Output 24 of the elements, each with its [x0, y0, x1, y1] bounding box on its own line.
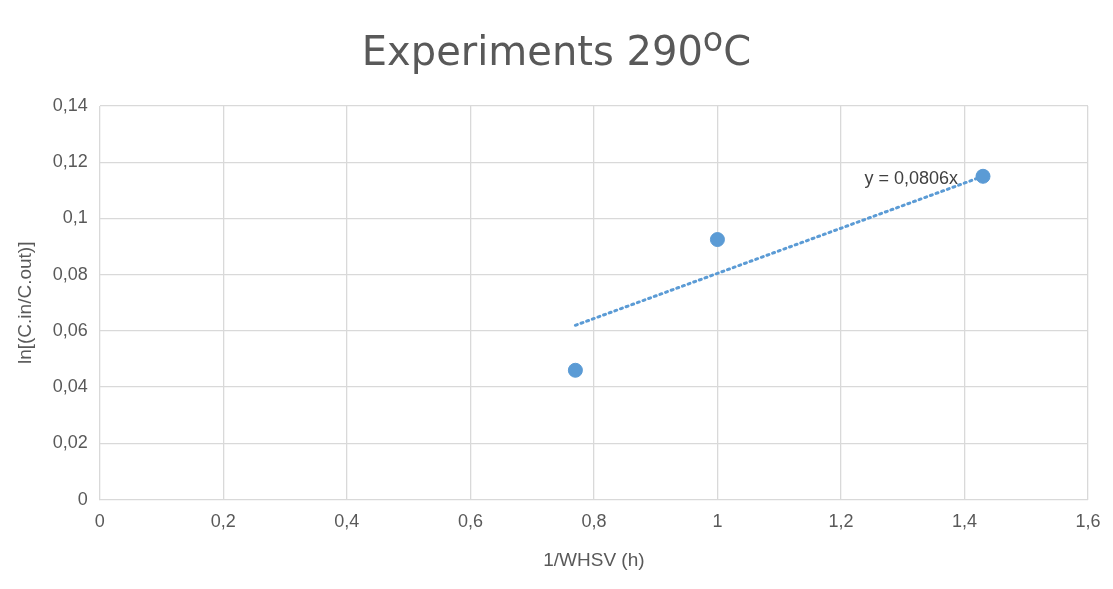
y-tick-label: 0,08 — [52, 263, 88, 284]
point — [975, 168, 991, 184]
x-tick-label: 1,4 — [951, 511, 977, 532]
y-tick-label: 0,06 — [52, 319, 88, 340]
x-tick-label: 0,8 — [581, 511, 607, 532]
x-tick-label: 0 — [94, 511, 105, 532]
y-tick-label: 0,14 — [52, 94, 88, 115]
x-tick-label: 1,6 — [1075, 511, 1101, 532]
y-tick-label: 0 — [77, 488, 88, 509]
y-tick-label: 0,12 — [52, 151, 88, 172]
x-axis-title: 1/WHSV (h) — [543, 548, 645, 570]
y-tick-label: 0,02 — [52, 432, 88, 453]
x-tick-label: 0,6 — [457, 511, 483, 532]
y-tick-label: 0,04 — [52, 376, 88, 397]
y-axis-title: ln[(C.in/C.out)] — [13, 241, 35, 365]
y-tick-label: 0,1 — [62, 207, 88, 228]
point — [709, 232, 725, 248]
annotation: y = 0,0806x — [864, 168, 959, 189]
x-tick-label: 0,4 — [334, 511, 360, 532]
point — [567, 362, 583, 378]
chart-title: Experiments 290$^{o}$C — [360, 19, 753, 76]
x-tick-label: 0,2 — [210, 511, 236, 532]
x-tick-label: 1,2 — [828, 511, 854, 532]
x-tick-label: 1 — [712, 511, 723, 532]
